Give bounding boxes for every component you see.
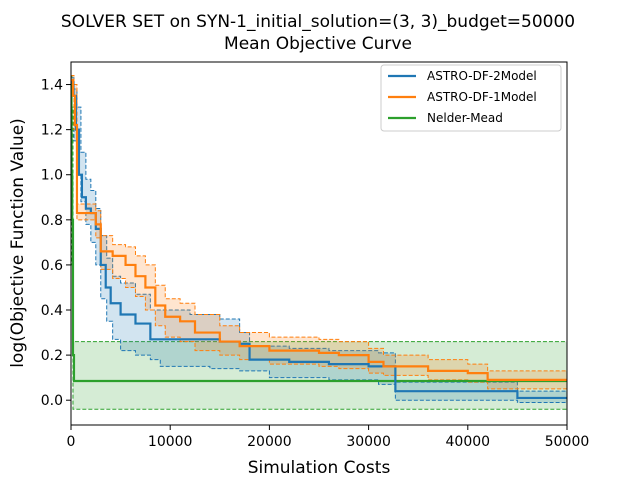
y-axis-label: log(Objective Function Value)	[8, 118, 28, 368]
ci-band-2	[71, 75, 567, 410]
y-tick-label: 1.2	[41, 123, 63, 139]
series-line-1	[71, 78, 567, 382]
x-tick-label: 50000	[545, 434, 590, 450]
legend-label-0: ASTRO-DF-2Model	[427, 69, 537, 83]
y-tick-label: 0.2	[41, 348, 63, 364]
legend-frame	[380, 64, 562, 132]
chart-title: SOLVER SET on SYN-1_initial_solution=(3,…	[61, 12, 575, 32]
legend-label-1: ASTRO-DF-1Model	[427, 90, 537, 104]
ci-upper-0	[71, 77, 567, 392]
y-tick-label: 0.0	[41, 393, 63, 409]
y-tick-label: 1.4	[41, 78, 63, 94]
chart-subtitle: Mean Objective Curve	[224, 34, 412, 54]
legend-label-2: Nelder-Mead	[427, 111, 503, 125]
y-tick-label: 0.4	[41, 303, 63, 319]
x-axis-label: Simulation Costs	[248, 458, 391, 478]
x-tick-label: 20000	[247, 434, 292, 450]
axis-ticks: 0 10000 20000 30000 40000 50000 0.0 0.2 0.4 0.6 0.…	[41, 78, 590, 450]
x-tick-label: 0	[67, 434, 76, 450]
legend: ASTRO-DF-2Model ASTRO-DF-1Model Nelder-Mea…	[380, 64, 562, 132]
ci-band-1	[71, 75, 567, 389]
y-tick-label: 0.6	[41, 258, 63, 274]
y-tick-label: 1.0	[41, 168, 63, 184]
series-line-0	[71, 81, 567, 400]
ci-upper-1	[71, 75, 567, 372]
x-tick-label: 30000	[346, 434, 391, 450]
x-tick-label: 40000	[446, 434, 491, 450]
x-tick-label: 10000	[148, 434, 193, 450]
y-tick-label: 0.8	[41, 213, 63, 229]
axes-frame	[70, 61, 568, 426]
